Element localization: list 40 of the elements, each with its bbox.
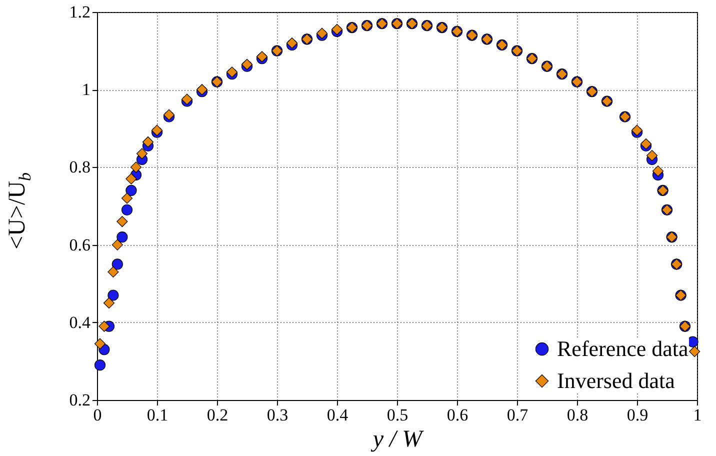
x-tick-label: 1 <box>693 406 702 424</box>
point <box>689 346 700 358</box>
point <box>108 266 119 278</box>
x-tick-label: 0 <box>93 406 102 424</box>
y-tick-label: 0.6 <box>69 235 90 254</box>
point <box>116 232 128 243</box>
y-tick-label: 1.2 <box>69 2 90 22</box>
y-tick-label: 1 <box>82 80 90 100</box>
point <box>94 360 106 371</box>
point <box>112 239 123 250</box>
x-tick-label: 0.9 <box>626 406 648 424</box>
x-tick-label: 0.5 <box>386 406 408 424</box>
point <box>142 136 154 148</box>
point <box>121 192 133 204</box>
point <box>646 150 658 162</box>
point <box>112 258 123 270</box>
point <box>126 173 137 184</box>
y-tick-label: 0.8 <box>69 158 90 177</box>
point <box>652 166 664 177</box>
point <box>94 338 106 350</box>
point <box>126 184 137 196</box>
point <box>108 290 119 301</box>
legend-label: Inversed data <box>557 368 676 393</box>
y-tick-label: 0.2 <box>69 390 90 410</box>
legend-label: Reference data <box>557 336 689 361</box>
point <box>136 148 148 160</box>
point <box>103 297 115 309</box>
point <box>98 320 110 332</box>
x-tick-label: 0.8 <box>566 406 588 424</box>
x-tick-label: 0.2 <box>206 406 228 424</box>
y-tick-label: 0.4 <box>69 312 91 332</box>
x-tick-label: 0.1 <box>146 406 168 424</box>
x-axis-title: y / W <box>370 426 424 452</box>
x-tick-label: 0.3 <box>266 406 288 424</box>
x-tick-label: 0.4 <box>326 406 349 424</box>
point <box>121 204 133 216</box>
x-tick-label: 0.6 <box>446 406 468 424</box>
x-tick-label: 0.7 <box>506 406 529 424</box>
point <box>130 162 142 173</box>
point <box>116 216 128 228</box>
